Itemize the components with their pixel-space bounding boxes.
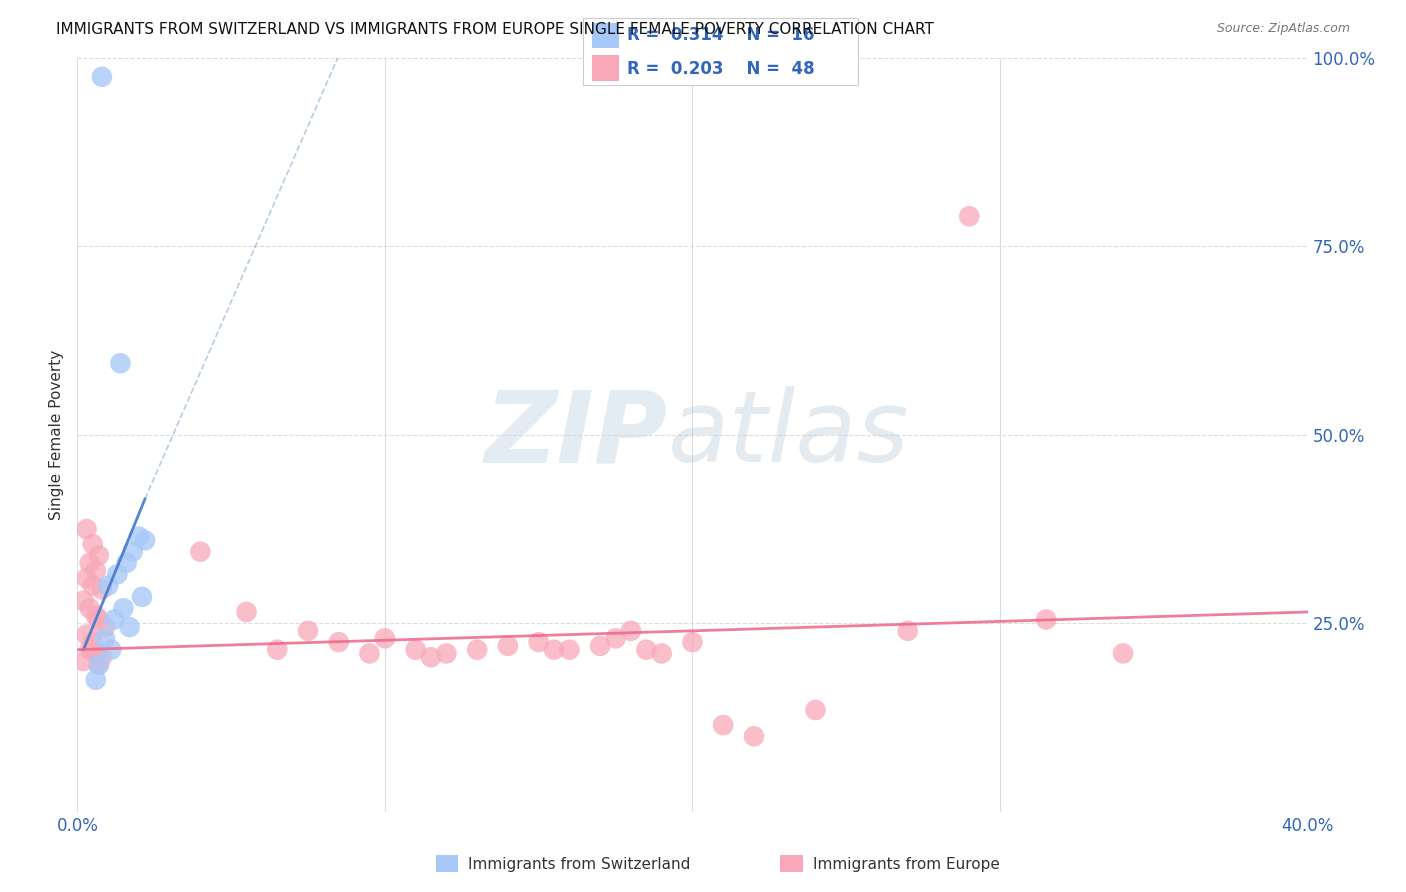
Point: [87, 657, 110, 672]
Point: [79, 642, 101, 657]
Point: [82, 537, 104, 551]
Point: [405, 642, 427, 657]
Point: [79, 601, 101, 615]
Point: [651, 647, 673, 661]
Point: [496, 639, 519, 653]
Point: [90, 70, 114, 84]
Point: [131, 590, 153, 604]
Point: [94, 632, 117, 646]
Point: [84, 673, 107, 687]
Point: [711, 718, 734, 732]
Point: [465, 642, 488, 657]
Text: IMMIGRANTS FROM SWITZERLAND VS IMMIGRANTS FROM EUROPE SINGLE FEMALE POVERTY CORR: IMMIGRANTS FROM SWITZERLAND VS IMMIGRANT…: [56, 22, 934, 37]
Point: [620, 624, 643, 638]
Point: [957, 209, 980, 223]
Point: [84, 564, 107, 578]
Point: [97, 579, 120, 593]
Point: [374, 632, 396, 646]
Point: [1035, 613, 1057, 627]
Point: [115, 556, 138, 570]
Point: [84, 608, 107, 623]
Text: R =  0.203    N =  48: R = 0.203 N = 48: [627, 60, 815, 78]
Point: [359, 647, 381, 661]
Point: [87, 549, 110, 563]
Point: [742, 730, 765, 744]
Point: [235, 605, 257, 619]
Point: [543, 642, 565, 657]
Point: [558, 642, 581, 657]
Point: [100, 642, 122, 657]
Point: [804, 703, 827, 717]
Point: [527, 635, 550, 649]
Text: Source: ZipAtlas.com: Source: ZipAtlas.com: [1216, 22, 1350, 36]
Point: [90, 582, 114, 597]
Point: [110, 356, 132, 370]
Point: [72, 593, 94, 607]
Point: [605, 632, 627, 646]
Point: [103, 613, 125, 627]
Point: [82, 635, 104, 649]
Text: R =  0.314    N =  16: R = 0.314 N = 16: [627, 26, 815, 45]
Point: [328, 635, 350, 649]
Point: [82, 579, 104, 593]
Point: [79, 556, 101, 570]
Point: [94, 620, 117, 634]
Point: [134, 533, 156, 548]
Point: [76, 627, 98, 641]
Point: [297, 624, 319, 638]
Point: [105, 567, 128, 582]
Point: [1112, 647, 1135, 661]
Point: [589, 639, 612, 653]
Point: [87, 657, 110, 672]
Point: [76, 522, 98, 536]
Text: Immigrants from Europe: Immigrants from Europe: [813, 857, 1000, 871]
Point: [420, 650, 443, 665]
Point: [188, 544, 212, 558]
Text: Immigrants from Switzerland: Immigrants from Switzerland: [468, 857, 690, 871]
Point: [682, 635, 704, 649]
FancyBboxPatch shape: [592, 55, 619, 81]
Point: [112, 601, 135, 615]
Text: ZIP: ZIP: [485, 386, 668, 483]
Point: [87, 613, 110, 627]
Point: [266, 642, 288, 657]
Y-axis label: Single Female Poverty: Single Female Poverty: [49, 350, 65, 520]
Point: [436, 647, 458, 661]
Point: [72, 654, 94, 668]
Point: [128, 530, 150, 544]
Text: atlas: atlas: [668, 386, 910, 483]
Point: [121, 544, 143, 558]
Point: [118, 620, 141, 634]
Point: [636, 642, 658, 657]
Point: [897, 624, 920, 638]
Point: [90, 650, 114, 665]
Point: [76, 571, 98, 585]
Point: [84, 647, 107, 661]
FancyBboxPatch shape: [592, 22, 619, 48]
